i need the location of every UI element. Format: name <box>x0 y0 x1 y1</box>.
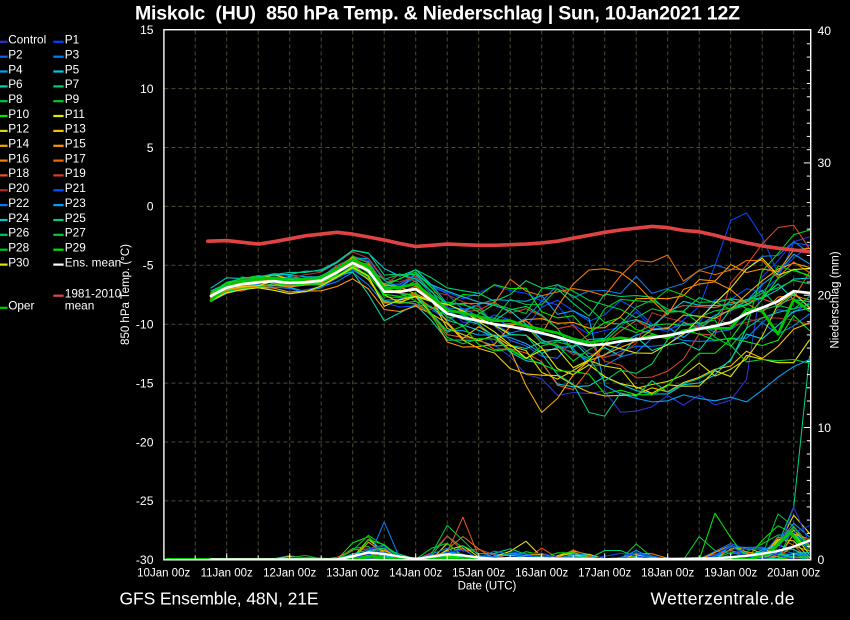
svg-text:16Jan 00z: 16Jan 00z <box>515 568 568 580</box>
svg-text:GFS Ensemble, 48N, 21E: GFS Ensemble, 48N, 21E <box>120 589 319 609</box>
svg-text:17Jan 00z: 17Jan 00z <box>578 568 631 580</box>
svg-text:P3: P3 <box>65 48 80 62</box>
svg-text:P27: P27 <box>65 226 86 240</box>
svg-text:10Jan 00z: 10Jan 00z <box>137 568 190 580</box>
svg-text:P5: P5 <box>65 62 80 76</box>
svg-text:0: 0 <box>147 200 154 214</box>
svg-text:-25: -25 <box>136 494 154 508</box>
svg-text:14Jan 00z: 14Jan 00z <box>389 568 442 580</box>
svg-text:10: 10 <box>140 82 154 96</box>
svg-text:P26: P26 <box>8 226 29 240</box>
svg-text:P29: P29 <box>65 241 86 255</box>
svg-text:0: 0 <box>818 553 825 567</box>
svg-text:P13: P13 <box>65 122 86 136</box>
svg-text:P7: P7 <box>65 77 79 91</box>
svg-text:P12: P12 <box>8 122 29 136</box>
svg-text:-5: -5 <box>143 259 154 273</box>
svg-text:P9: P9 <box>65 92 79 106</box>
svg-text:Date (UTC): Date (UTC) <box>458 581 517 593</box>
svg-text:Ens. mean: Ens. mean <box>65 255 121 269</box>
svg-text:13Jan 00z: 13Jan 00z <box>326 568 379 580</box>
svg-text:P10: P10 <box>8 107 29 121</box>
svg-text:P19: P19 <box>65 166 86 180</box>
svg-text:Niederschlag (mm): Niederschlag (mm) <box>830 251 842 348</box>
svg-text:19Jan 00z: 19Jan 00z <box>704 568 757 580</box>
svg-text:10: 10 <box>818 421 832 435</box>
svg-text:-20: -20 <box>136 435 154 449</box>
svg-text:P11: P11 <box>65 107 85 121</box>
svg-text:P17: P17 <box>65 151 86 165</box>
svg-text:P6: P6 <box>8 77 23 91</box>
svg-text:mean: mean <box>65 299 95 313</box>
svg-text:P22: P22 <box>8 196 29 210</box>
svg-text:-10: -10 <box>136 318 154 332</box>
svg-text:1981-2010: 1981-2010 <box>65 287 122 301</box>
svg-text:P8: P8 <box>8 92 23 106</box>
svg-text:P21: P21 <box>65 181 86 195</box>
svg-text:40: 40 <box>818 24 832 38</box>
svg-text:P18: P18 <box>8 166 29 180</box>
svg-text:-15: -15 <box>136 376 154 390</box>
svg-text:P20: P20 <box>8 181 29 195</box>
svg-text:20: 20 <box>818 289 832 303</box>
svg-text:Wetterzentrale.de: Wetterzentrale.de <box>651 589 795 609</box>
svg-text:P23: P23 <box>65 196 86 210</box>
svg-text:P30: P30 <box>8 255 29 269</box>
svg-text:Control: Control <box>8 33 46 47</box>
svg-text:11Jan 00z: 11Jan 00z <box>201 568 253 580</box>
svg-text:15: 15 <box>140 23 154 37</box>
svg-text:P14: P14 <box>8 137 29 151</box>
svg-text:P28: P28 <box>8 241 29 255</box>
svg-text:P4: P4 <box>8 62 23 76</box>
svg-text:-30: -30 <box>136 553 154 567</box>
svg-text:P16: P16 <box>8 151 29 165</box>
svg-text:P24: P24 <box>8 211 29 225</box>
svg-text:P25: P25 <box>65 211 86 225</box>
svg-text:18Jan 00z: 18Jan 00z <box>641 568 694 580</box>
svg-text:12Jan 00z: 12Jan 00z <box>263 568 316 580</box>
svg-text:5: 5 <box>147 141 154 155</box>
svg-text:P15: P15 <box>65 137 86 151</box>
svg-text:15Jan 00z: 15Jan 00z <box>452 568 505 580</box>
svg-text:P2: P2 <box>8 48 22 62</box>
svg-text:Miskolc (HU) 850 hPa Temp. &: Miskolc (HU) 850 hPa Temp. & Niederschla… <box>135 3 740 25</box>
svg-text:Oper: Oper <box>8 299 34 313</box>
svg-text:30: 30 <box>818 156 832 170</box>
svg-text:P1: P1 <box>65 33 79 47</box>
svg-text:850 hPa Temp. (°C): 850 hPa Temp. (°C) <box>120 244 132 345</box>
svg-text:20Jan 00z: 20Jan 00z <box>767 568 820 580</box>
